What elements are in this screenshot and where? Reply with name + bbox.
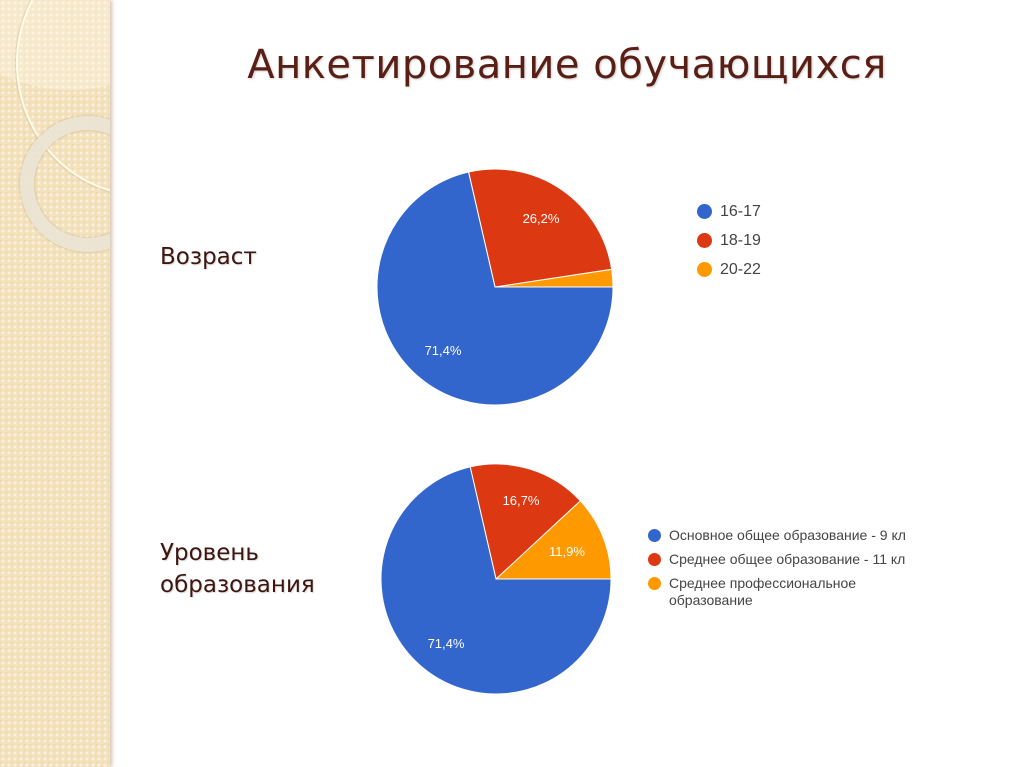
pie-slice: [380, 466, 612, 695]
pie-slice: [376, 171, 614, 406]
legend-dot-blue-icon: [697, 204, 712, 219]
legend-label: 16-17: [720, 203, 761, 220]
legend-label: 18-19: [720, 232, 761, 249]
legend-item-vocational: Среднее профессиональное образование: [648, 575, 948, 609]
legend-label: Основное общее образование - 9 кл: [669, 527, 906, 543]
pie-data-label: 71,4%: [428, 636, 465, 651]
legend-item-20-22: 20-22: [697, 261, 761, 290]
legend-item-16-17: 16-17: [697, 203, 761, 232]
legend-label: Среднее общее образование - 11 кл: [669, 551, 906, 567]
legend-education: Основное общее образование - 9 кл Средне…: [648, 527, 948, 609]
legend-age: 16-17 18-19 20-22: [697, 203, 761, 290]
legend-label: 20-22: [720, 261, 761, 278]
pie-slice: [494, 500, 612, 580]
pie-slice: [467, 168, 613, 288]
section-label-education: Уровень образования: [160, 537, 315, 601]
pie-chart-education: 71,4% 16,7% 11,9%: [380, 463, 612, 695]
legend-dot-red-icon: [648, 553, 661, 566]
legend-dot-red-icon: [697, 233, 712, 248]
legend-item-secondary-general: Среднее общее образование - 11 кл: [648, 551, 948, 575]
section-label-education-line1: Уровень: [160, 540, 259, 566]
pie-data-label: 16,7%: [503, 493, 540, 508]
legend-item-basic-general: Основное общее образование - 9 кл: [648, 527, 948, 551]
section-label-age: Возраст: [160, 244, 257, 270]
pie-data-label: 71,4%: [425, 343, 462, 358]
slide-title: Анкетирование обучающихся: [247, 42, 887, 88]
legend-dot-orange-icon: [648, 577, 661, 590]
pie-data-label: 11,9%: [549, 544, 585, 559]
pie-data-label: 26,2%: [523, 211, 560, 226]
pie-slice: [469, 463, 582, 580]
decorative-sidebar: [0, 0, 110, 767]
section-label-education-line2: образования: [160, 572, 315, 598]
pie-chart-age: 71,4% 26,2%: [376, 168, 614, 406]
legend-item-18-19: 18-19: [697, 232, 761, 261]
legend-label: Среднее профессиональное образование: [669, 575, 857, 608]
legend-dot-blue-icon: [648, 529, 661, 542]
legend-dot-orange-icon: [697, 262, 712, 277]
